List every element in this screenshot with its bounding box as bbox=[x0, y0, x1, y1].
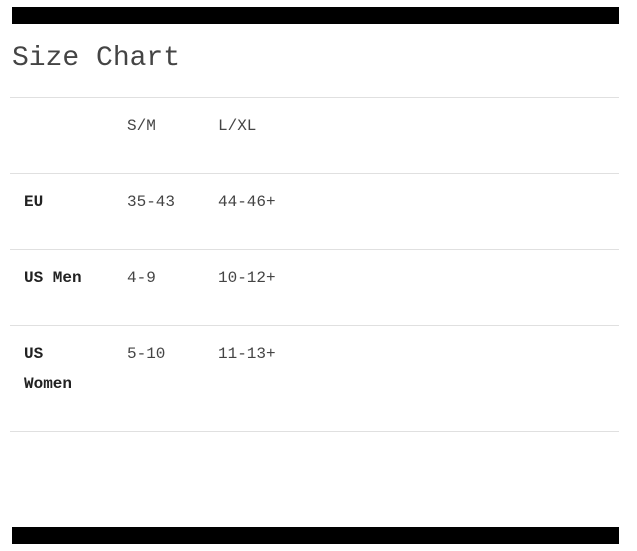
row-label: US Women bbox=[24, 345, 73, 393]
page-title: Size Chart bbox=[12, 43, 181, 74]
table-cell: 5-10 bbox=[127, 345, 166, 363]
divider bbox=[10, 431, 619, 432]
table-cell: 35-43 bbox=[127, 193, 176, 211]
table-cell: 44-46+ bbox=[218, 193, 276, 211]
bottom-bar bbox=[12, 527, 619, 544]
divider bbox=[10, 249, 619, 250]
row-label: US Men bbox=[24, 269, 82, 287]
top-bar bbox=[12, 7, 619, 24]
divider bbox=[10, 325, 619, 326]
column-header: L/XL bbox=[218, 117, 257, 135]
table-cell: 10-12+ bbox=[218, 269, 276, 287]
column-header: S/M bbox=[127, 117, 156, 135]
divider bbox=[10, 97, 619, 98]
table-cell: 11-13+ bbox=[218, 345, 276, 363]
row-label: EU bbox=[24, 193, 44, 211]
table-cell: 4-9 bbox=[127, 269, 156, 287]
divider bbox=[10, 173, 619, 174]
